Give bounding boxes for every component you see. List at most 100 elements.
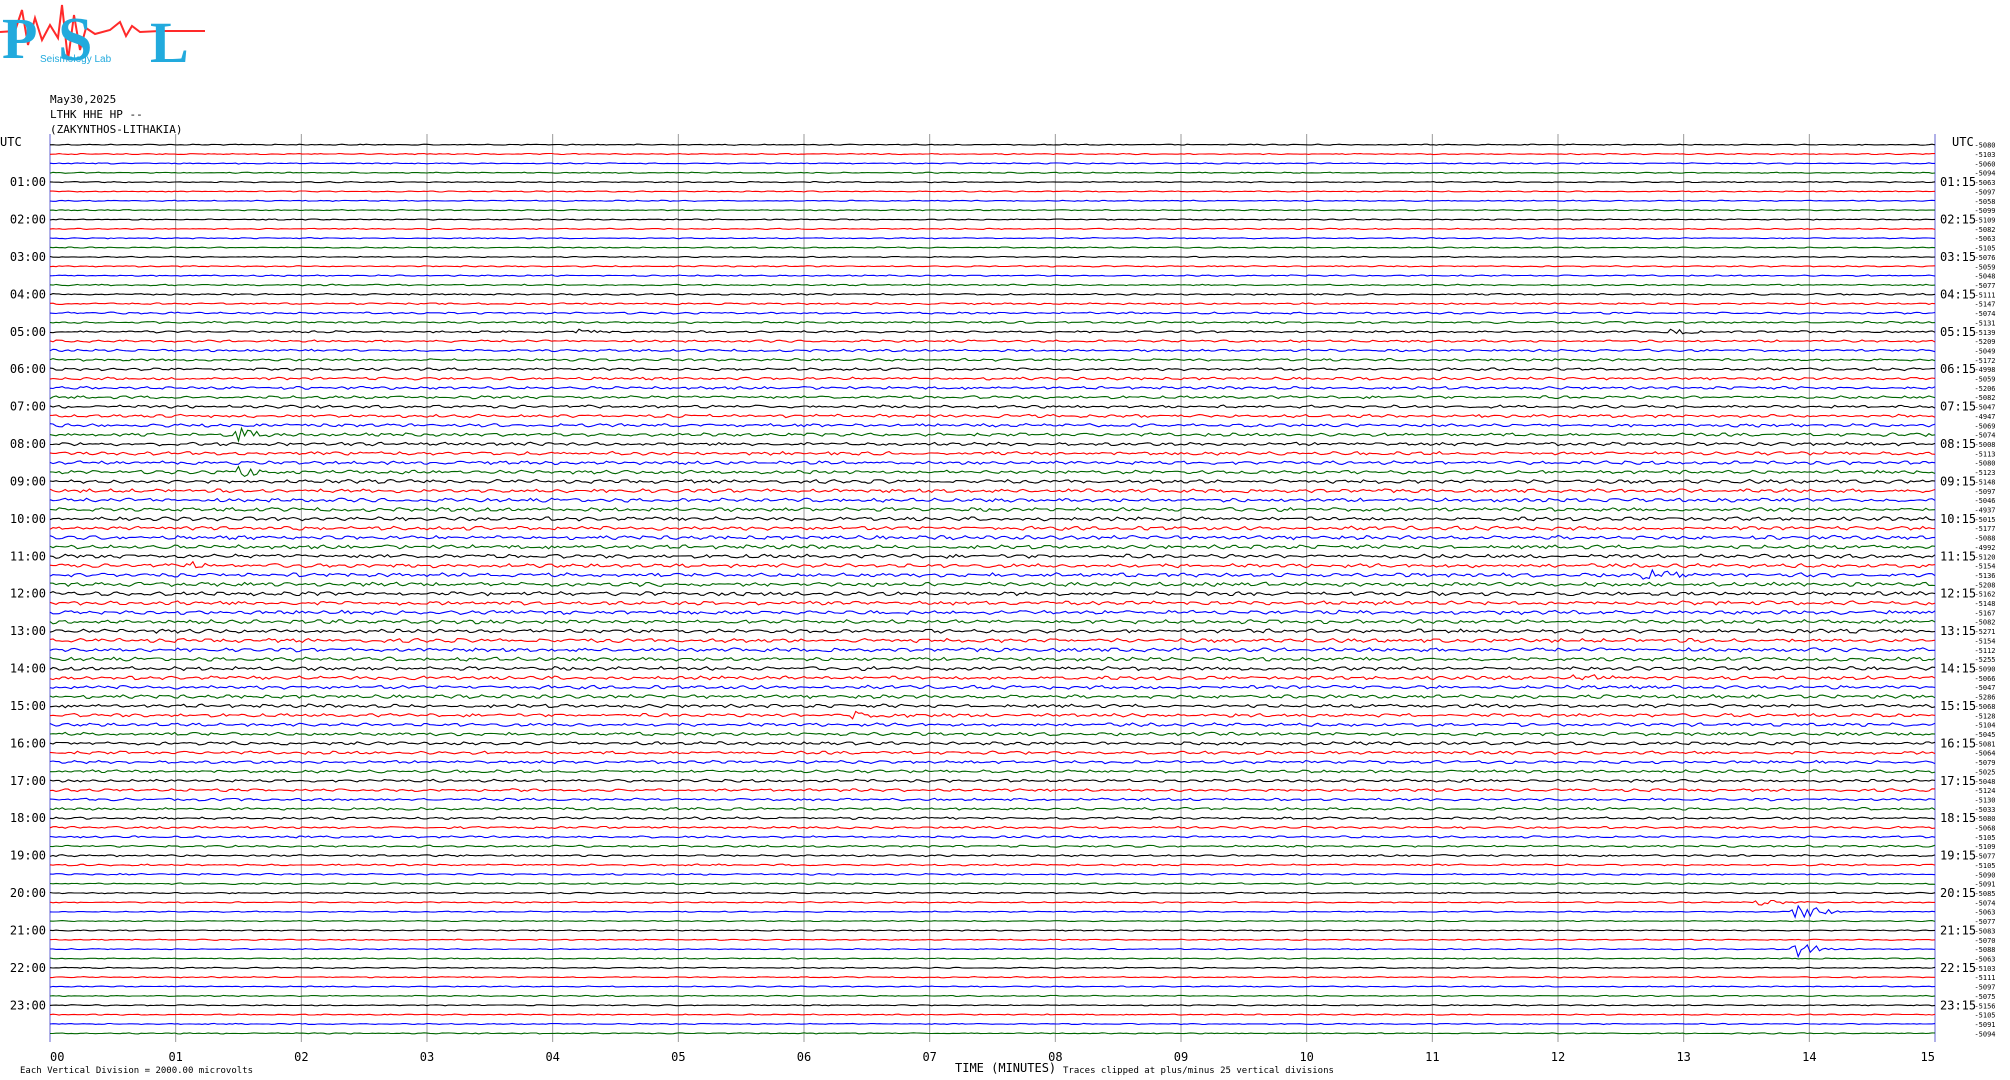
trace-value-label: -5208 [1974,581,1995,589]
trace-value-label: -5082 [1974,619,1995,627]
seismic-trace [49,944,1936,959]
trace-value-label: -5206 [1974,385,1995,393]
left-hour-label: 20:00 [10,886,46,900]
seismic-trace [49,637,1936,644]
right-hour-label: 17:15 [1940,774,1976,788]
seismic-trace [49,311,1936,315]
seismic-trace [49,450,1936,456]
seismic-trace [49,404,1936,409]
seismic-trace [49,162,1935,165]
trace-value-label: -5131 [1974,319,1995,327]
trace-value-label: -4947 [1974,413,1995,421]
seismic-trace [49,684,1936,690]
trace-value-label: -5060 [1974,160,1995,168]
x-tick-label: 15 [1921,1050,1935,1064]
trace-value-label: -5074 [1974,310,1995,318]
seismic-trace [49,899,1935,906]
seismic-trace [49,328,1936,335]
right-hour-label: 09:15 [1940,474,1976,488]
trace-value-label: -5120 [1974,553,1995,561]
x-tick-label: 09 [1174,1050,1188,1064]
logo-letter-p: P [2,6,37,71]
right-hour-label: 07:15 [1940,400,1976,414]
trace-value-label: -5083 [1974,927,1995,935]
x-tick-label: 11 [1425,1050,1439,1064]
trace-value-label: -5080 [1974,460,1995,468]
seismic-trace [49,534,1936,541]
trace-value-label: -5085 [1974,890,1995,898]
seismic-trace [49,904,1936,919]
seismic-trace [49,694,1936,700]
seismic-trace [49,544,1936,550]
trace-value-label: -5105 [1974,245,1995,253]
trace-value-label: -5077 [1974,853,1995,861]
trace-value-label: -5109 [1974,217,1995,225]
trace-value-label: -5063 [1974,235,1995,243]
x-tick-label: 05 [671,1050,685,1064]
left-hour-label: 22:00 [10,961,46,975]
seismic-trace [49,788,1936,793]
trace-value-label: -5063 [1974,179,1995,187]
seismic-trace [49,806,1936,811]
trace-value-label: -5094 [1974,170,1995,178]
right-hour-label: 10:15 [1940,512,1976,526]
seismic-trace [49,348,1936,353]
seismic-trace [49,778,1936,783]
right-hour-label: 03:15 [1940,250,1976,264]
seismic-trace [49,1022,1936,1026]
right-hour-label: 08:15 [1940,437,1976,451]
right-hour-label: 05:15 [1940,325,1976,339]
trace-value-label: -5059 [1974,376,1995,384]
trace-value-label: -5105 [1974,1012,1995,1020]
trace-value-label: -5103 [1974,151,1995,159]
trace-value-label: -5097 [1974,188,1995,196]
left-hour-label: 11:00 [10,549,46,563]
right-hour-label: 12:15 [1940,587,1976,601]
station-header: May30,2025 LTHK HHE HP -- (ZAKYNTHOS-LIT… [50,92,182,137]
seismic-trace [49,1004,1936,1007]
trace-value-label: -5177 [1974,525,1995,533]
seismic-trace [49,376,1936,381]
right-hour-label: 13:15 [1940,624,1976,638]
trace-value-label: -5070 [1974,937,1995,945]
seismic-trace [49,929,1936,932]
trace-value-label: -5111 [1974,291,1995,299]
seismic-trace [49,750,1936,755]
trace-value-label: -5075 [1974,993,1995,1001]
seismic-trace [49,568,1936,580]
right-hour-label: 20:15 [1940,886,1976,900]
trace-value-label: -5091 [1974,881,1995,889]
left-hour-label: 01:00 [10,175,46,189]
seismic-trace [49,199,1936,202]
seismic-trace [49,441,1936,447]
left-hour-label: 10:00 [10,512,46,526]
seismic-trace [49,367,1935,372]
scale-note: Each Vertical Division = 2000.00 microvo… [20,1066,253,1076]
seismic-trace [49,525,1936,531]
seismic-trace [49,265,1936,268]
logo-seismic-trace [0,4,205,61]
seismic-trace [49,143,1936,146]
trace-value-label: -5047 [1974,684,1995,692]
seismic-trace [49,966,1936,969]
seismic-trace [49,227,1936,230]
seismic-trace [49,656,1936,662]
trace-value-label: -5255 [1974,656,1995,664]
trace-value-label: -5097 [1974,984,1995,992]
trace-value-label: -5048 [1974,273,1995,281]
x-tick-label: 04 [545,1050,559,1064]
trace-value-label: -5076 [1974,254,1995,262]
trace-value-label: -5081 [1974,740,1995,748]
right-hour-label: 15:15 [1940,699,1976,713]
trace-value-label: -5123 [1974,469,1995,477]
seismic-trace [49,957,1936,960]
seismic-trace [49,209,1936,212]
left-axis-label: UTC [0,135,22,149]
trace-value-label: -5088 [1974,946,1995,954]
seismic-trace [50,769,1936,774]
seismic-trace [49,152,1935,156]
trace-value-label: -5033 [1974,806,1995,814]
right-hour-label: 02:15 [1940,213,1976,227]
seismic-trace [49,339,1936,343]
logo-subtitle: Seismology Lab [40,54,112,65]
